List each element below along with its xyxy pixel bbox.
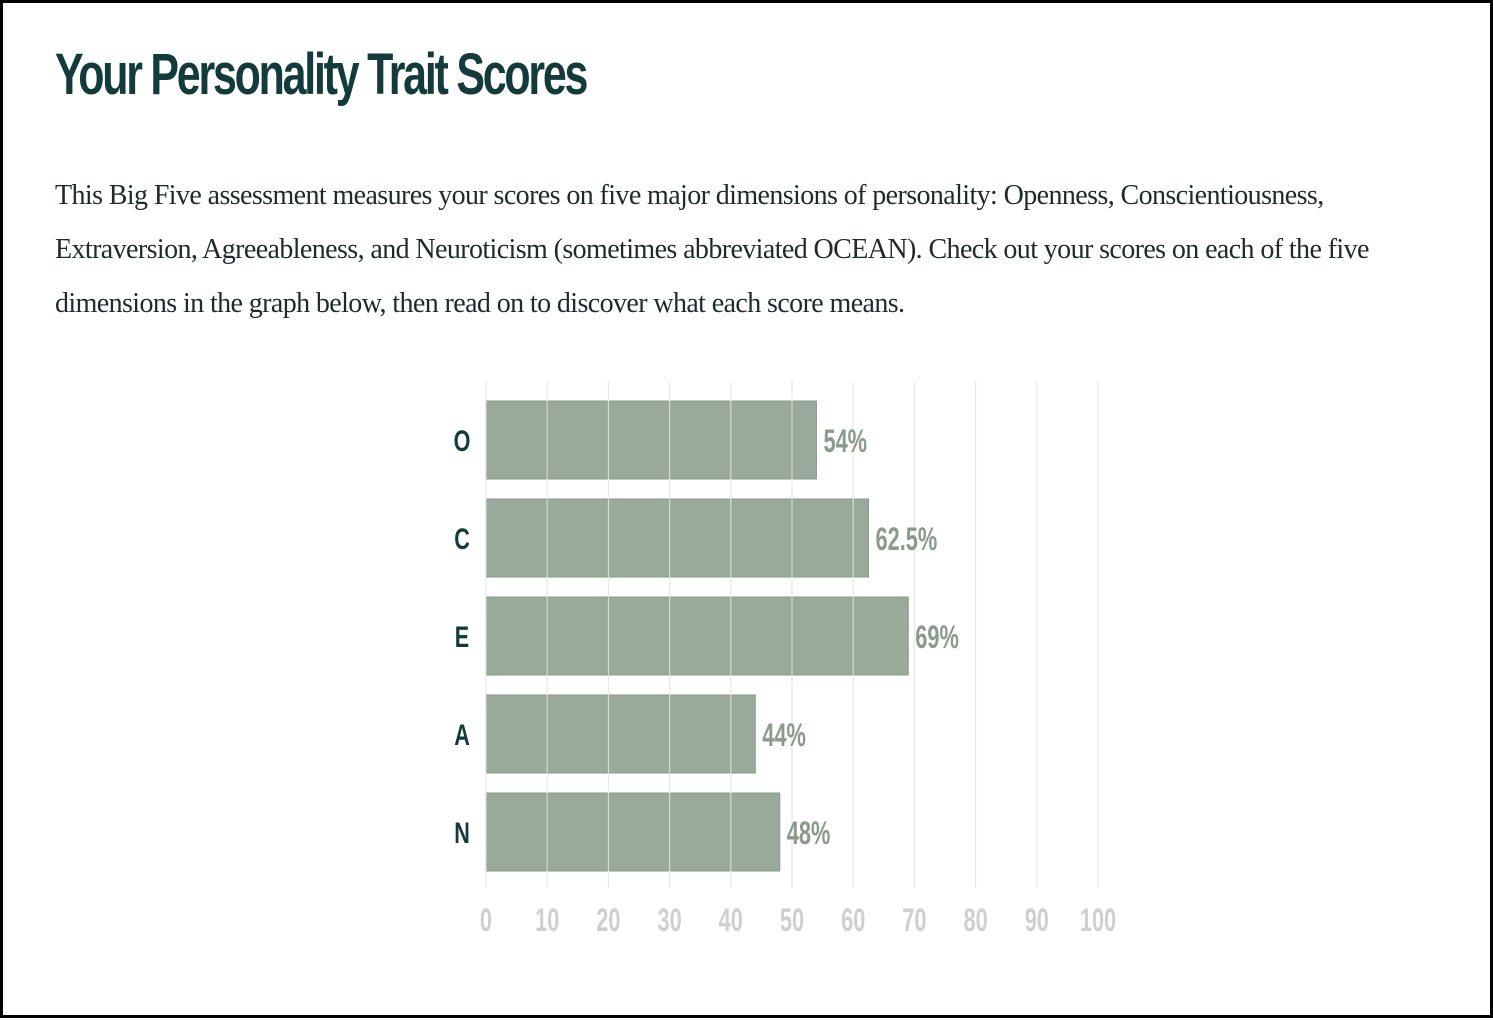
bar-a: [485, 694, 756, 774]
category-label-e: E: [455, 619, 469, 653]
category-label-c: C: [454, 521, 470, 555]
bar-e: [485, 596, 909, 676]
x-tick-label-100: 100: [1080, 902, 1116, 938]
page-title: Your Personality Trait Scores: [55, 42, 588, 107]
category-label-a: A: [454, 717, 470, 751]
x-tick-label-30: 30: [657, 902, 681, 938]
x-tick-label-90: 90: [1025, 902, 1049, 938]
bar-n: [485, 792, 781, 872]
x-tick-label-60: 60: [841, 902, 865, 938]
x-tick-label-50: 50: [780, 902, 804, 938]
value-label-o: 54%: [823, 423, 867, 459]
category-label-n: N: [454, 815, 470, 849]
x-tick-label-10: 10: [535, 902, 559, 938]
x-tick-label-80: 80: [963, 902, 987, 938]
intro-paragraph: This Big Five assessment measures your s…: [55, 180, 1369, 319]
x-tick-label-70: 70: [902, 902, 926, 938]
x-tick-label-20: 20: [596, 902, 620, 938]
value-label-e: 69%: [915, 619, 959, 655]
trait-scores-chart: O 54% C 62.5% E 69% A 44% N 48% 0 10 20 30 40 50 60 70 80 9…: [454, 381, 1116, 938]
x-tick-label-40: 40: [719, 902, 743, 938]
value-label-n: 48%: [787, 815, 831, 851]
category-label-o: O: [454, 423, 471, 457]
bar-c: [485, 498, 869, 578]
bar-o: [485, 400, 817, 480]
value-label-c: 62.5%: [876, 521, 938, 557]
x-tick-label-0: 0: [480, 902, 492, 938]
value-label-a: 44%: [762, 717, 806, 753]
